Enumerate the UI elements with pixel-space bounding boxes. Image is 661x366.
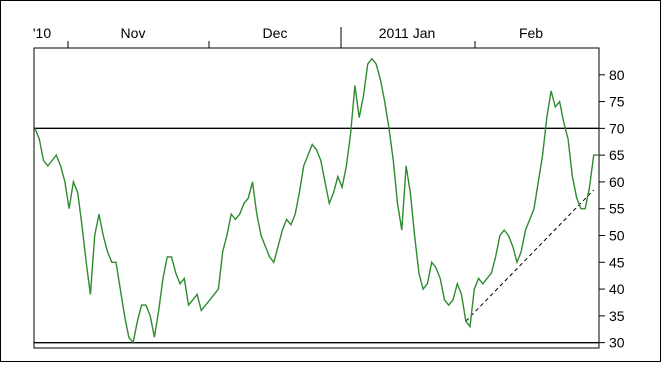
plot-area (34, 48, 599, 348)
y-axis-ticks: 80 75 70 65 60 55 50 45 40 35 30 (599, 67, 625, 351)
y-tick-label: 45 (609, 254, 625, 270)
x-tick-label: Nov (121, 25, 146, 41)
y-tick-label: 65 (609, 147, 625, 163)
y-tick-label: 70 (609, 120, 625, 136)
x-tick-label: '10 (33, 25, 51, 41)
x-tick-label: Feb (519, 25, 543, 41)
x-tick-label: Dec (263, 25, 288, 41)
y-tick-label: 30 (609, 335, 625, 351)
y-tick-label: 75 (609, 94, 625, 110)
x-tick-label: 2011 Jan (379, 25, 436, 41)
y-tick-label: 80 (609, 67, 625, 83)
y-tick-label: 55 (609, 201, 625, 217)
y-tick-label: 50 (609, 228, 625, 244)
y-tick-label: 40 (609, 281, 625, 297)
y-tick-label: 35 (609, 308, 625, 324)
y-tick-label: 60 (609, 174, 625, 190)
x-axis-ticks: '10 Nov Dec 2011 Jan Feb (33, 25, 543, 48)
